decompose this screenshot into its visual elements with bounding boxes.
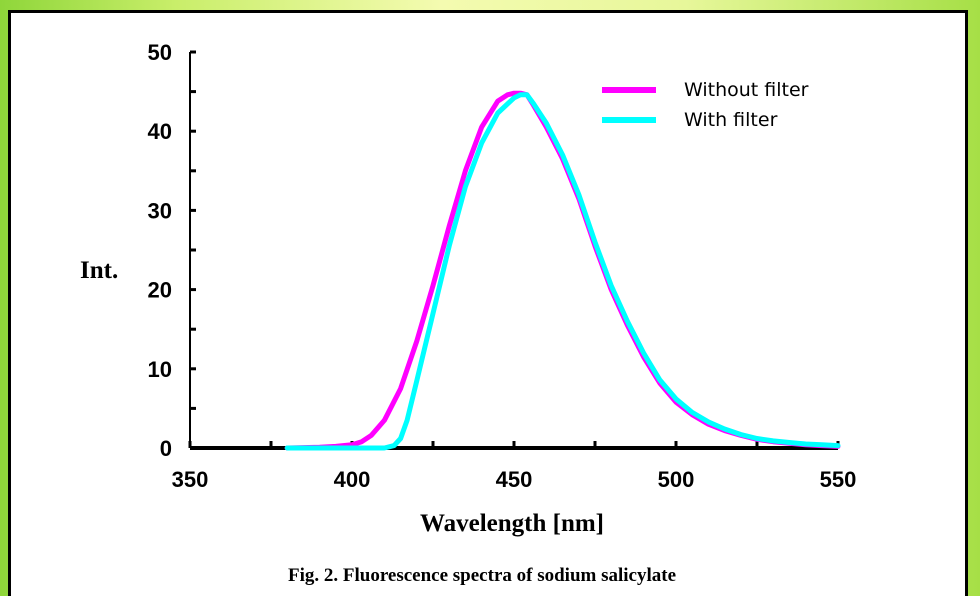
series-line-2 — [284, 92, 841, 451]
figure-frame — [8, 10, 968, 596]
x-tick-label: 500 — [658, 467, 695, 492]
series-lines — [284, 90, 841, 451]
figure-caption: Fig. 2. Fluorescence spectra of sodium s… — [288, 565, 676, 586]
y-tick-label: 0 — [160, 436, 172, 461]
ticks: 350 400 450 500 550 0 10 20 30 40 50 — [148, 40, 857, 492]
legend: Without filter With filter — [602, 79, 809, 131]
y-tick-label: 40 — [148, 119, 172, 144]
legend-label-2: With filter — [684, 109, 778, 131]
x-tick-label: 350 — [172, 467, 209, 492]
x-tick-label: 450 — [496, 467, 533, 492]
y-tick-label: 30 — [148, 198, 172, 223]
legend-label-1: Without filter — [684, 79, 809, 101]
x-tick-label: 400 — [334, 467, 371, 492]
x-axis-label: Wavelength [nm] — [420, 510, 604, 537]
y-tick-label: 10 — [148, 357, 172, 382]
y-tick-label: 50 — [148, 40, 172, 65]
series-line-1 — [284, 90, 841, 451]
x-tick-label: 550 — [820, 467, 857, 492]
y-tick-label: 20 — [148, 278, 172, 303]
y-axis-label: Int. — [80, 257, 118, 284]
